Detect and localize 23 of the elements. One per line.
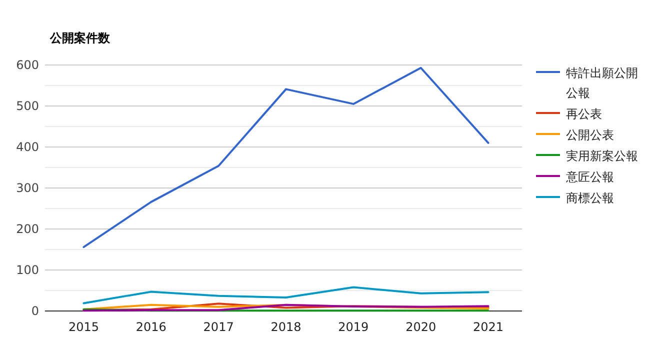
x-tick-label: 2015 (68, 320, 99, 334)
y-tick-label: 200 (16, 222, 39, 236)
legend-label: 商標公報 (566, 191, 614, 205)
y-tick-label: 600 (16, 58, 39, 72)
x-tick-label: 2016 (136, 320, 166, 334)
legend-label: 特許出願公開公報 (566, 66, 638, 100)
legend-label: 意匠公報 (565, 170, 614, 184)
x-tick-label: 2020 (406, 320, 436, 334)
y-tick-label: 400 (16, 140, 39, 154)
y-tick-label: 100 (16, 263, 39, 277)
line-series (82, 286, 490, 304)
y-tick-label: 300 (16, 181, 39, 195)
chart-title: 公開案件数 (49, 31, 111, 45)
x-tick-label: 2021 (473, 320, 504, 334)
legend-label: 実用新案公報 (566, 149, 638, 163)
y-tick-label: 500 (16, 99, 39, 113)
legend-label: 再公表 (566, 107, 602, 121)
x-tick-label: 2018 (270, 320, 302, 334)
y-tick-label: 0 (31, 304, 39, 318)
line-series (82, 66, 490, 248)
x-tick-label: 2019 (338, 320, 369, 334)
legend-label: 公開公表 (566, 128, 614, 142)
x-tick-label: 2017 (203, 320, 234, 334)
